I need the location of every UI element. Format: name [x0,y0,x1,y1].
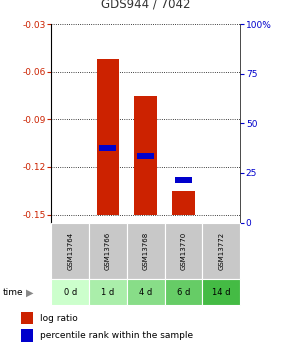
Bar [99,145,117,151]
Bar [165,279,202,305]
Text: GSM13768: GSM13768 [143,232,149,270]
Text: GSM13766: GSM13766 [105,232,111,270]
Bar [202,279,240,305]
Bar [21,312,33,324]
Bar [51,223,89,279]
Text: ▶: ▶ [25,287,33,297]
Bar [21,329,33,342]
Text: GDS944 / 7042: GDS944 / 7042 [101,0,190,10]
Bar [172,191,195,215]
Text: 0 d: 0 d [64,288,77,297]
Bar [202,223,240,279]
Bar [134,96,157,215]
Bar [165,223,202,279]
Text: 4 d: 4 d [139,288,152,297]
Bar [137,153,154,159]
Bar [127,279,165,305]
Text: 1 d: 1 d [101,288,115,297]
Bar [89,279,127,305]
Text: log ratio: log ratio [40,314,77,323]
Text: time: time [3,288,23,297]
Bar [175,177,192,183]
Text: 6 d: 6 d [177,288,190,297]
Bar [89,223,127,279]
Text: 14 d: 14 d [212,288,231,297]
Text: GSM13764: GSM13764 [67,232,73,270]
Bar [51,279,89,305]
Bar [127,223,165,279]
Text: GSM13772: GSM13772 [218,232,224,270]
Text: GSM13770: GSM13770 [180,232,187,270]
Text: percentile rank within the sample: percentile rank within the sample [40,331,193,340]
Bar [97,59,119,215]
